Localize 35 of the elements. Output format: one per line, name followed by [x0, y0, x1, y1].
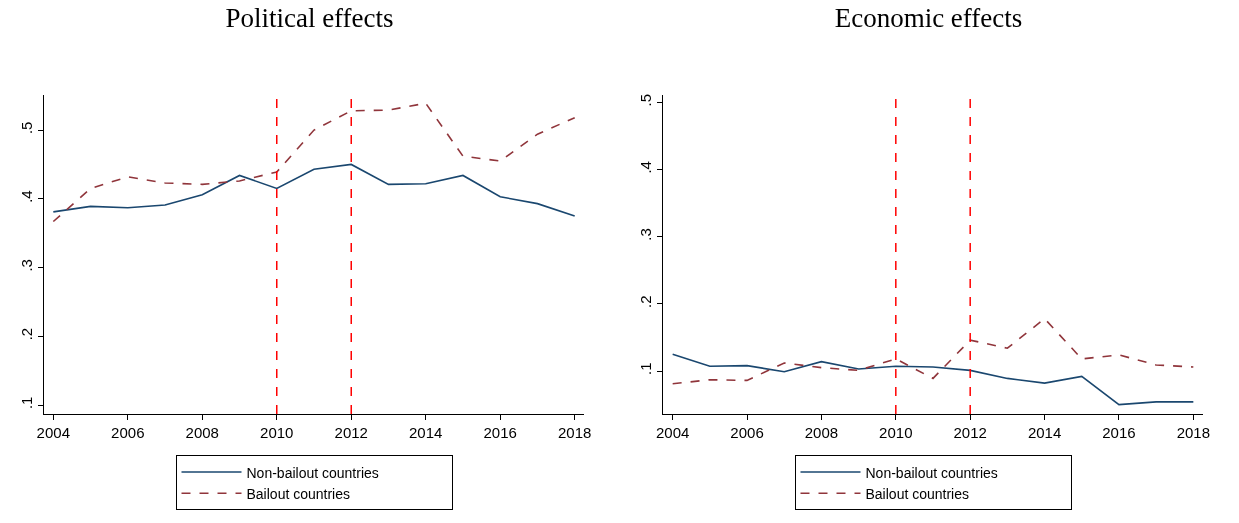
- x-tick-label: 2006: [111, 424, 145, 441]
- chart-title: Political effects: [225, 2, 394, 33]
- x-tick-label: 2016: [483, 424, 517, 441]
- x-tick-label: 2004: [655, 424, 690, 441]
- legend-label: Bailout countries: [246, 485, 351, 502]
- x-tick-label: 2014: [1027, 424, 1062, 441]
- line-series: [52, 102, 576, 223]
- legend-label: Non-bailout countries: [246, 464, 379, 481]
- y-tick-label: .1: [18, 396, 35, 410]
- x-tick-label: 2004: [36, 424, 70, 441]
- x-tick-label: 2008: [185, 424, 219, 441]
- x-tick-label: 2014: [409, 424, 443, 441]
- y-tick-label: .4: [18, 190, 35, 203]
- y-tick-label: .1: [637, 362, 654, 376]
- line-series: [671, 353, 1195, 406]
- y-tick-label: .4: [637, 161, 654, 174]
- x-tick-label: 2018: [558, 424, 592, 441]
- y-tick-label: .5: [18, 121, 35, 135]
- y-tick-label: .2: [18, 327, 35, 341]
- x-tick-label: 2012: [334, 424, 368, 441]
- chart-title: Economic effects: [834, 2, 1023, 33]
- y-tick-label: .3: [637, 228, 654, 241]
- y-tick-label: .5: [637, 93, 654, 107]
- x-tick-label: 2008: [804, 424, 839, 441]
- legend-label: Bailout countries: [865, 485, 970, 502]
- x-tick-label: 2010: [879, 424, 913, 441]
- x-tick-label: 2012: [953, 424, 987, 441]
- x-tick-label: 2010: [260, 424, 294, 441]
- legend-label: Non-bailout countries: [865, 464, 998, 481]
- x-tick-label: 2018: [1176, 424, 1211, 441]
- x-tick-label: 2016: [1102, 424, 1136, 441]
- y-tick-label: .3: [18, 259, 35, 272]
- line-series: [52, 163, 576, 217]
- x-tick-label: 2006: [730, 424, 764, 441]
- y-tick-label: .2: [637, 295, 654, 308]
